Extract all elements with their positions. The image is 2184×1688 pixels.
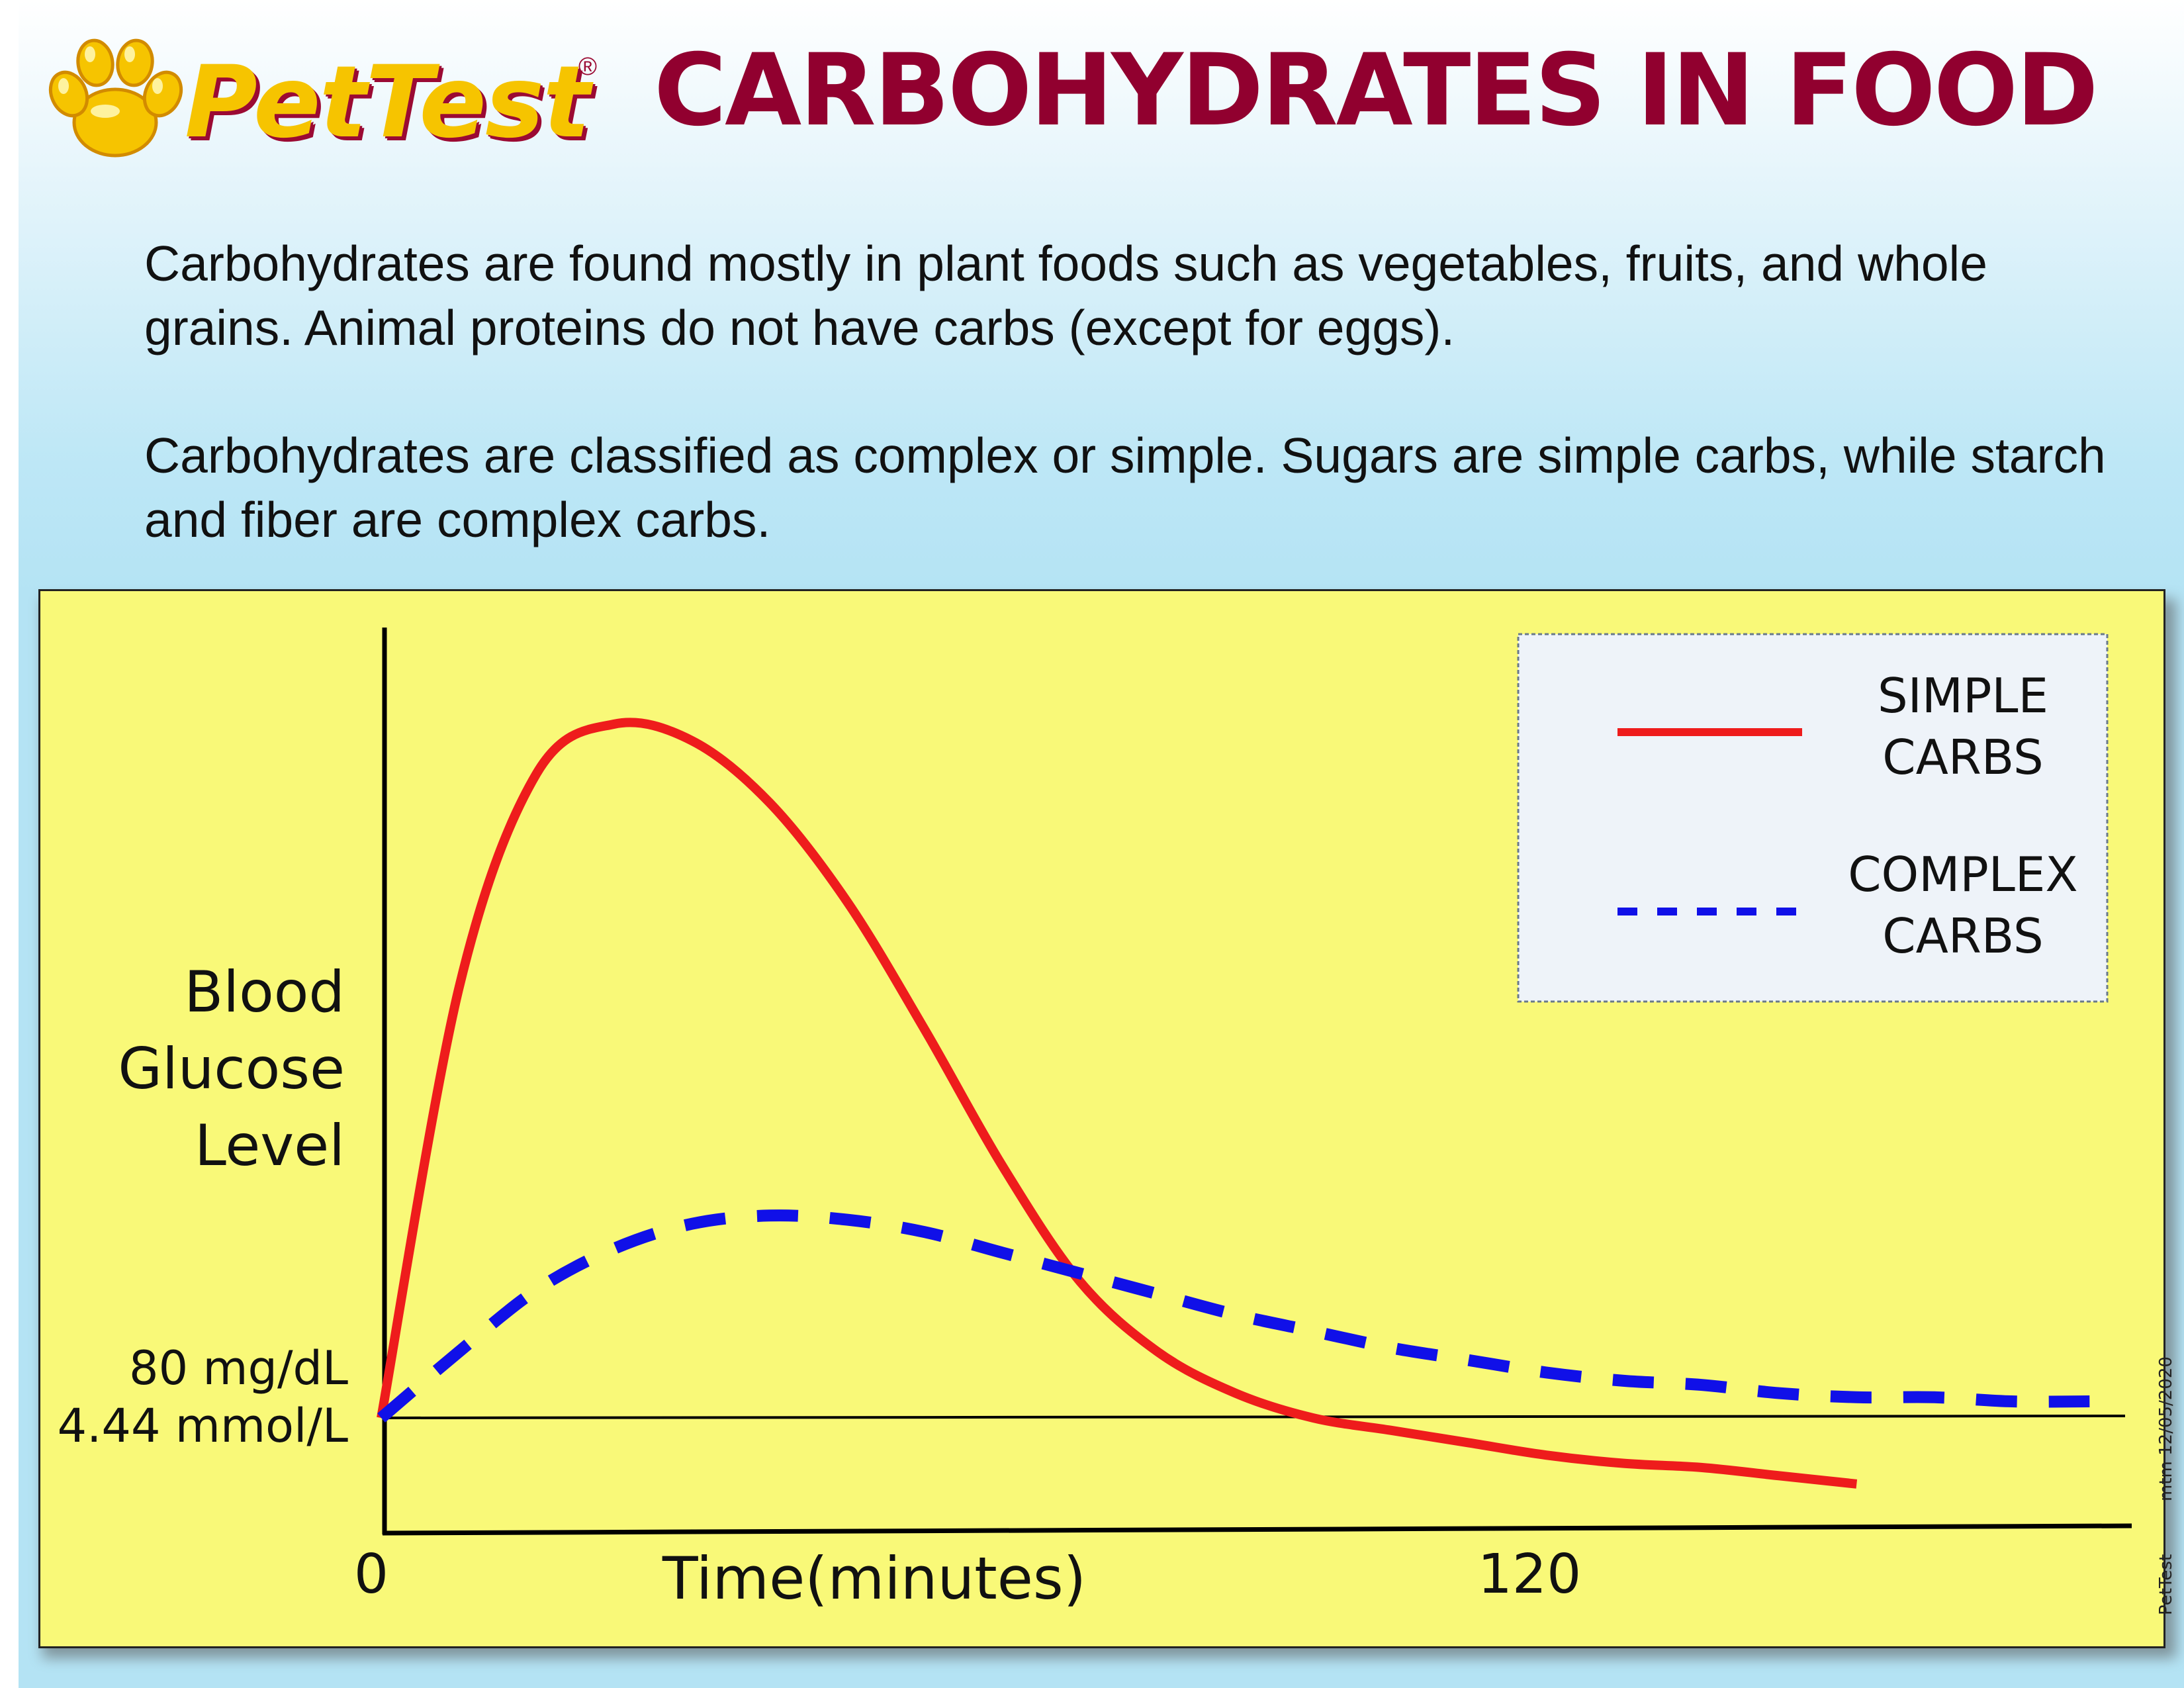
footer-brand: PetTest bbox=[2156, 1554, 2176, 1615]
legend-box bbox=[1517, 633, 2109, 1003]
y-axis-label-line: Level bbox=[195, 1113, 345, 1179]
complex-carbs-line bbox=[377, 1209, 2090, 1423]
intro-paragraph-classification: Carbohydrates are classified as complex … bbox=[144, 428, 2106, 547]
registered-mark: ® bbox=[578, 53, 597, 81]
legend-label-simple: CARBS bbox=[1882, 729, 2043, 785]
x-tick-label: 0 bbox=[354, 1543, 388, 1606]
y-axis-label-line: Glucose bbox=[118, 1036, 345, 1102]
page-title: CARBOHYDRATES IN FOOD bbox=[654, 33, 2099, 148]
y-axis-label-line: Blood bbox=[184, 959, 345, 1025]
x-axis bbox=[382, 1523, 2132, 1536]
x-axis-label: Time(minutes) bbox=[662, 1544, 1086, 1613]
baseline-label-mgdl: 80 mg/dL bbox=[129, 1341, 348, 1395]
brand-name: PetTest bbox=[185, 45, 590, 160]
paw-print-icon bbox=[48, 38, 183, 158]
credit-note: mtm 12/05/2020 bbox=[2156, 1356, 2176, 1501]
legend-label-simple: SIMPLE bbox=[1878, 668, 2048, 724]
simple-carbs-line bbox=[377, 718, 1858, 1489]
x-tick-label: 120 bbox=[1478, 1543, 1582, 1606]
legend-label-complex: COMPLEX bbox=[1848, 847, 2077, 902]
blood-glucose-chart: Blood Glucose Level 80 mg/dL4.44 mmol/L 0 120… bbox=[58, 628, 2132, 1613]
legend-label-complex: CARBS bbox=[1882, 908, 2043, 964]
pettest-logo: PetTest ® bbox=[42, 33, 612, 165]
infographic-page: PetTest ® CARBOHYDRATES IN FOOD Carbohyd… bbox=[19, 0, 2184, 1688]
baseline-label-mmol: 4.44 mmol/L bbox=[58, 1399, 348, 1453]
baseline-line bbox=[384, 1415, 2126, 1419]
intro-paragraph-sources: Carbohydrates are found mostly in plant … bbox=[144, 236, 1987, 355]
chart-panel: Blood Glucose Level 80 mg/dL 4.44 mmol/L 0 120… bbox=[38, 589, 2165, 1648]
